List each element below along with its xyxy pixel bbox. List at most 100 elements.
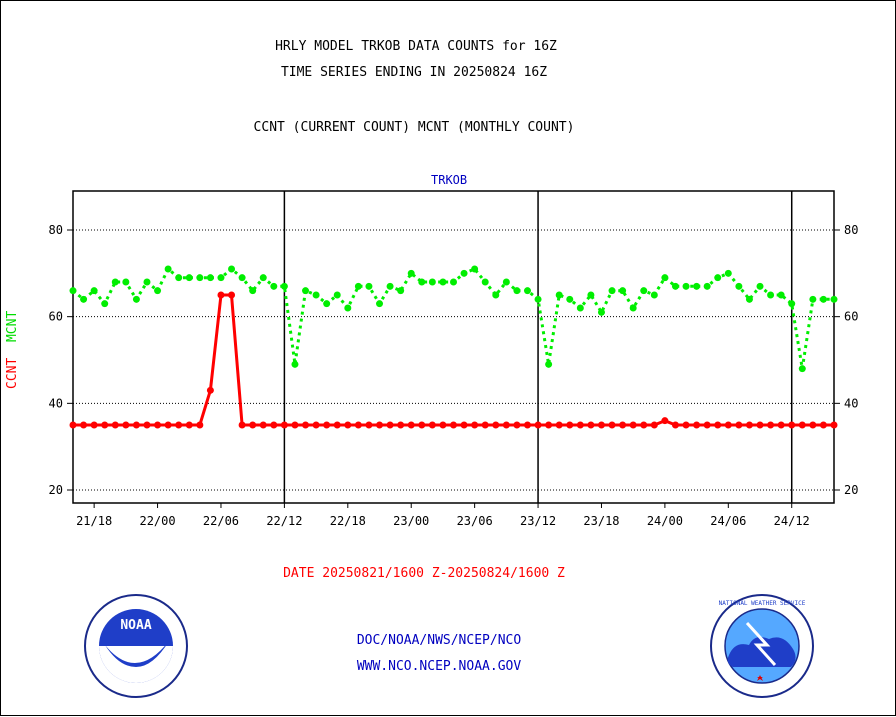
data-point-mcnt [386, 282, 394, 290]
data-point-ccnt [428, 421, 436, 429]
data-point-mcnt [682, 282, 690, 290]
data-point-ccnt [132, 421, 140, 429]
data-point-mcnt [502, 278, 510, 286]
data-point-ccnt [418, 421, 426, 429]
data-point-mcnt [428, 278, 436, 286]
data-point-mcnt [154, 287, 162, 295]
data-point-ccnt [312, 421, 320, 429]
data-point-mcnt [767, 291, 775, 299]
data-point-ccnt [249, 421, 257, 429]
data-point-ccnt [90, 421, 98, 429]
data-point-ccnt [629, 421, 637, 429]
x-tick-label: 21/18 [76, 514, 112, 528]
data-point-mcnt [640, 287, 648, 295]
data-point-ccnt [270, 421, 278, 429]
data-point-ccnt [228, 291, 236, 299]
data-point-mcnt [164, 265, 172, 273]
data-point-mcnt [788, 300, 796, 308]
data-point-mcnt [523, 287, 531, 295]
y-tick-label-right: 60 [844, 310, 858, 324]
data-point-ccnt [608, 421, 616, 429]
data-point-ccnt [830, 421, 838, 429]
data-point-mcnt [312, 291, 320, 299]
data-point-ccnt [492, 421, 500, 429]
data-point-ccnt [354, 421, 362, 429]
data-point-mcnt [333, 291, 341, 299]
website-link[interactable]: WWW.NCO.NCEP.NOAA.GOV [356, 659, 522, 674]
x-tick-label: 22/12 [266, 514, 302, 528]
data-point-mcnt [122, 278, 130, 286]
data-point-ccnt [238, 421, 246, 429]
data-point-ccnt [386, 421, 394, 429]
data-point-ccnt [587, 421, 595, 429]
data-point-mcnt [492, 291, 500, 299]
data-point-ccnt [724, 421, 732, 429]
data-point-ccnt [545, 421, 553, 429]
data-point-mcnt [481, 278, 489, 286]
data-point-ccnt [206, 386, 214, 394]
data-point-ccnt [703, 421, 711, 429]
data-point-ccnt [576, 421, 584, 429]
data-point-ccnt [460, 421, 468, 429]
data-point-mcnt [450, 278, 457, 286]
data-point-ccnt [714, 421, 722, 429]
x-tick-label: 22/06 [203, 514, 239, 528]
data-point-ccnt [196, 421, 204, 429]
data-point-ccnt [407, 421, 415, 429]
data-point-ccnt [523, 421, 531, 429]
data-point-ccnt [154, 421, 162, 429]
data-point-mcnt [650, 291, 658, 299]
data-point-mcnt [534, 295, 542, 303]
data-point-mcnt [714, 274, 722, 282]
data-point-mcnt [175, 274, 183, 282]
data-point-mcnt [280, 282, 288, 290]
data-point-mcnt [629, 304, 637, 312]
data-point-ccnt [481, 421, 489, 429]
data-point-mcnt [80, 295, 88, 303]
data-point-ccnt [280, 421, 288, 429]
data-point-ccnt [671, 421, 679, 429]
data-point-mcnt [819, 295, 827, 303]
data-point-mcnt [69, 287, 77, 295]
data-point-ccnt [809, 421, 817, 429]
chart-title: HRLY MODEL TRKOB DATA COUNTS for 16Z [275, 39, 557, 54]
data-point-ccnt [164, 421, 172, 429]
data-point-ccnt [175, 421, 183, 429]
data-point-ccnt [534, 421, 542, 429]
data-point-mcnt [555, 291, 563, 299]
chart-subtitle: CCNT (CURRENT COUNT) MCNT (MONTHLY COUNT… [253, 120, 575, 135]
y-tick-label-right: 20 [844, 483, 858, 497]
data-point-mcnt [566, 295, 574, 303]
data-point-mcnt [344, 304, 352, 312]
data-point-ccnt [566, 421, 574, 429]
y-tick-label-right: 80 [844, 223, 858, 237]
data-point-mcnt [777, 291, 785, 299]
data-point-ccnt [661, 417, 669, 425]
data-point-ccnt [80, 421, 88, 429]
data-point-mcnt [217, 274, 225, 282]
data-point-ccnt [682, 421, 690, 429]
x-tick-label: 23/18 [583, 514, 619, 528]
y-tick-label: 80 [49, 223, 63, 237]
data-point-mcnt [291, 360, 299, 368]
x-tick-label: 24/06 [710, 514, 746, 528]
x-tick-label: 24/12 [774, 514, 810, 528]
data-point-mcnt [661, 274, 669, 282]
noaa-logo-text: NOAA [120, 618, 151, 633]
data-point-ccnt [767, 421, 775, 429]
data-point-mcnt [354, 282, 362, 290]
data-point-mcnt [132, 295, 140, 303]
org-path: DOC/NOAA/NWS/NCEP/NCO [356, 633, 522, 648]
y-tick-label: 60 [49, 310, 63, 324]
data-point-mcnt [376, 300, 384, 308]
data-point-ccnt [376, 421, 384, 429]
data-point-mcnt [302, 287, 310, 295]
data-point-ccnt [122, 421, 130, 429]
data-point-ccnt [756, 421, 764, 429]
data-point-mcnt [745, 295, 753, 303]
data-point-ccnt [397, 421, 405, 429]
data-point-mcnt [671, 282, 679, 290]
noaa-logo: NOAA [84, 594, 188, 698]
data-point-mcnt [576, 304, 584, 312]
